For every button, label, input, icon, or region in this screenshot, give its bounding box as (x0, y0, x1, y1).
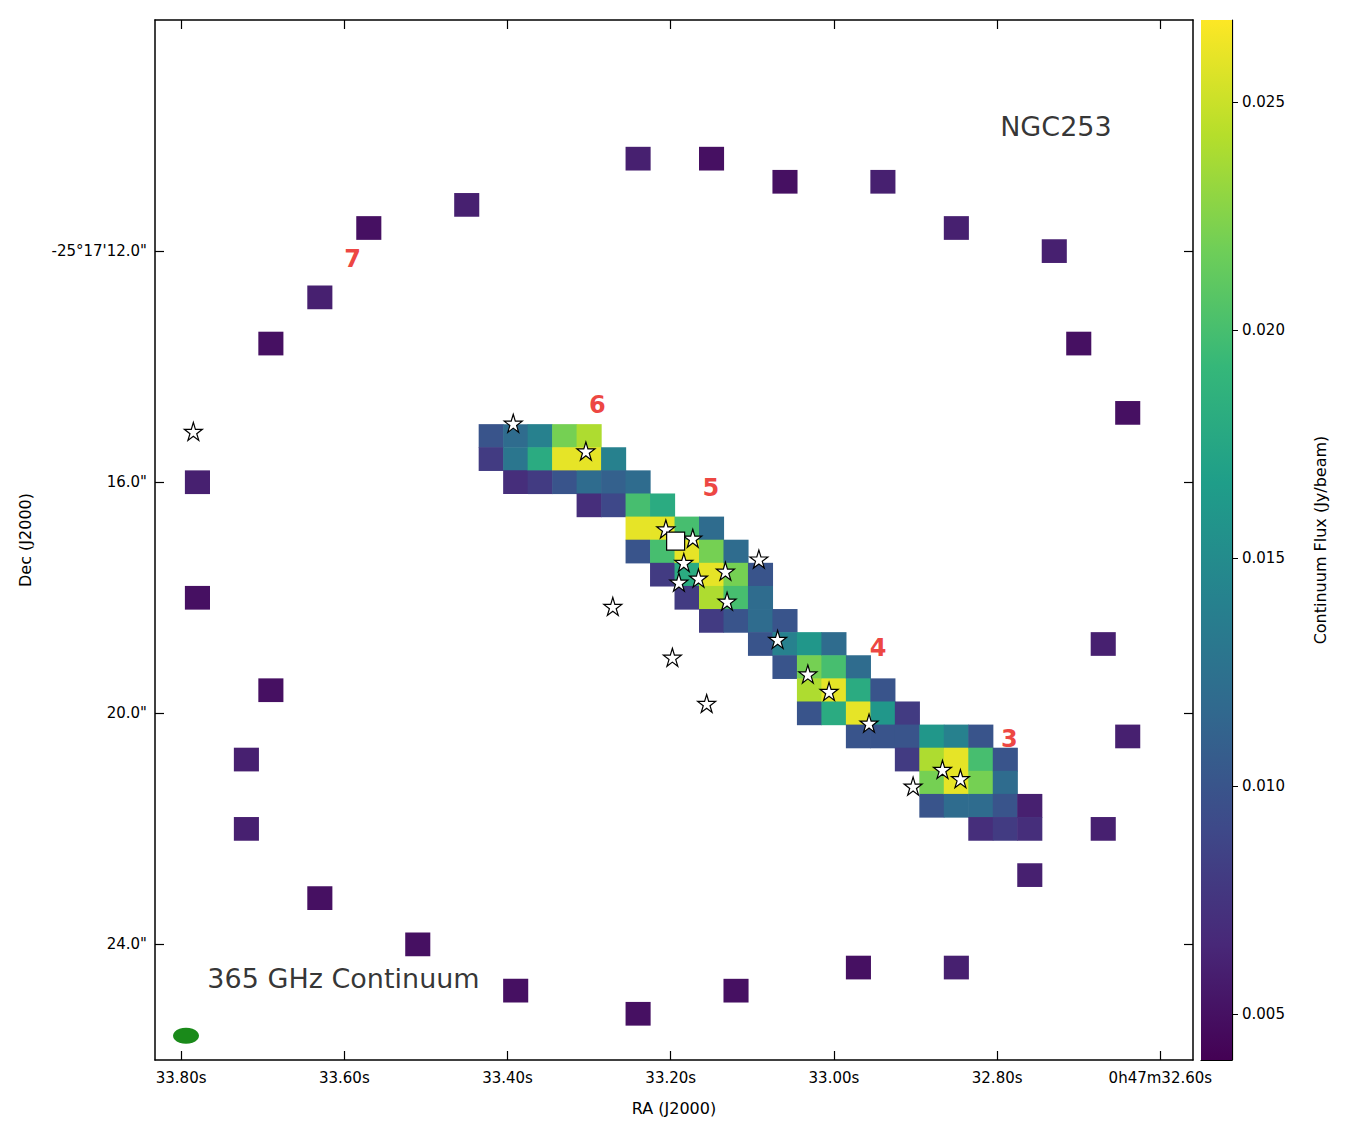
svg-text:33.00s: 33.00s (809, 1069, 860, 1087)
svg-text:33.20s: 33.20s (645, 1069, 696, 1087)
svg-text:NGC253: NGC253 (1000, 111, 1112, 142)
svg-text:4: 4 (870, 634, 887, 662)
svg-text:0h47m32.60s: 0h47m32.60s (1109, 1069, 1213, 1087)
svg-text:RA (J2000): RA (J2000) (632, 1099, 716, 1118)
svg-text:365 GHz Continuum: 365 GHz Continuum (207, 963, 479, 994)
svg-text:33.40s: 33.40s (482, 1069, 533, 1087)
svg-text:24.0": 24.0" (107, 935, 147, 953)
svg-text:Continuum Flux (Jy/beam): Continuum Flux (Jy/beam) (1311, 436, 1330, 645)
svg-text:6: 6 (589, 391, 606, 419)
svg-text:33.60s: 33.60s (319, 1069, 370, 1087)
svg-text:33.80s: 33.80s (156, 1069, 207, 1087)
svg-text:0.025: 0.025 (1242, 93, 1285, 111)
svg-text:7: 7 (344, 245, 361, 273)
svg-text:Dec (J2000): Dec (J2000) (16, 493, 35, 587)
svg-text:-25°17'12.0": -25°17'12.0" (51, 242, 147, 260)
svg-text:32.80s: 32.80s (972, 1069, 1023, 1087)
svg-text:20.0": 20.0" (107, 704, 147, 722)
svg-text:16.0": 16.0" (107, 473, 147, 491)
svg-text:0.020: 0.020 (1242, 321, 1285, 339)
svg-text:0.015: 0.015 (1242, 549, 1285, 567)
svg-text:0.010: 0.010 (1242, 777, 1285, 795)
svg-text:0.005: 0.005 (1242, 1005, 1285, 1023)
svg-text:3: 3 (1001, 725, 1018, 753)
svg-text:5: 5 (702, 474, 719, 502)
